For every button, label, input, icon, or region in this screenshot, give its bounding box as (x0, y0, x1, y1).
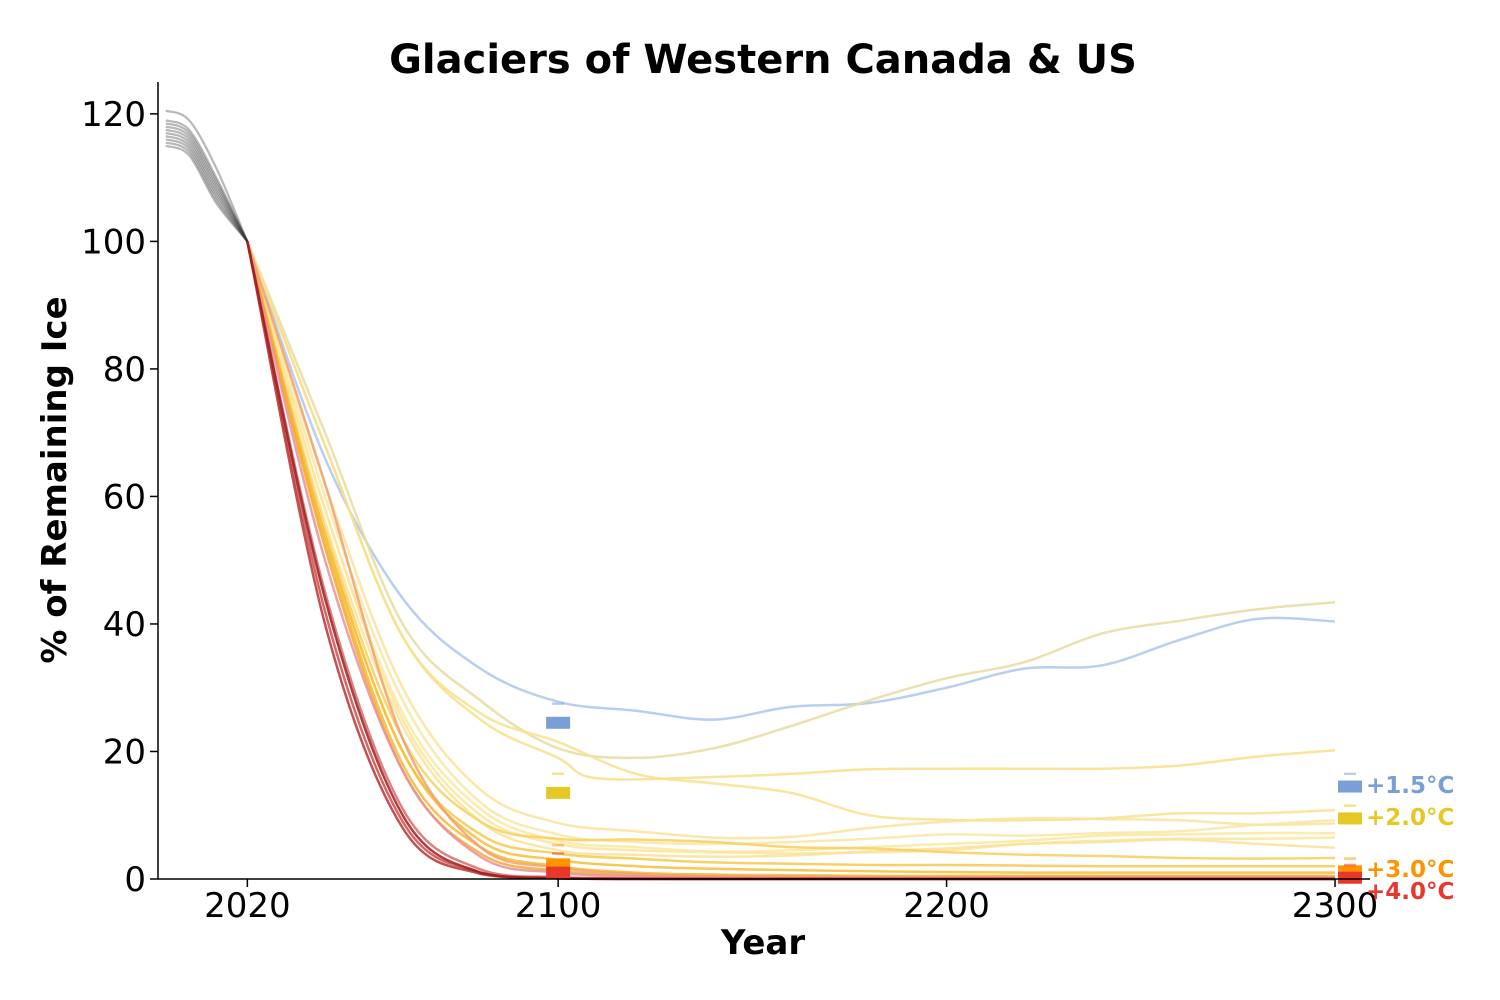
y-tick-label-2: 20 (103, 732, 146, 772)
series-layer (246, 240, 1336, 881)
series-line-14 (246, 241, 1335, 879)
series-line-8 (246, 241, 1336, 855)
legend-layer: +1.5°C +2.0°C +3.0°C+4.0°C (1366, 773, 1454, 905)
series-line-9 (246, 241, 1336, 858)
series-line-16 (246, 241, 1335, 880)
series-line-10 (246, 241, 1336, 860)
x-tick-label-4: 2300 (1292, 886, 1379, 926)
historical-line-3 (165, 122, 249, 242)
tick-layer: 0 20 40 60 80 100 120 2020 2100 2200 2300 (81, 95, 1378, 926)
marker-2100-2 (546, 786, 571, 799)
y-tick-label-5: 80 (103, 350, 146, 390)
series-line-1 (246, 240, 1336, 721)
historical-line-2 (165, 119, 249, 242)
series-line-4 (246, 240, 1336, 822)
marker-2300-2 (1338, 812, 1363, 825)
series-line-3 (246, 240, 1336, 781)
series-line-15 (246, 241, 1335, 879)
y-axis-label: % of Remaining Ice (35, 296, 75, 663)
historical-line-6 (165, 131, 249, 242)
series-line-7 (246, 241, 1336, 853)
historical-line-5 (165, 128, 249, 242)
y-tick-label-1: 0 (124, 860, 146, 900)
series-line-12 (246, 241, 1335, 874)
marker-2100-4 (546, 866, 571, 879)
historical-line-4 (165, 125, 249, 242)
marker-layer (546, 702, 1363, 884)
historical-line-1 (165, 109, 249, 242)
y-tick-label-7: 120 (81, 95, 146, 135)
marker-2100-1 (546, 716, 571, 729)
series-line-5 (246, 241, 1336, 840)
historical-layer (165, 109, 249, 243)
series-line-13 (246, 241, 1335, 878)
y-tick-label-4: 60 (103, 477, 146, 517)
legend-label-4: +4.0°C (1366, 879, 1454, 905)
legend-label-2: +2.0°C (1366, 805, 1454, 831)
historical-line-7 (165, 135, 249, 242)
historical-line-10 (165, 144, 249, 243)
y-tick-label-3: 40 (103, 605, 146, 645)
x-tick-label-3: 2200 (903, 886, 990, 926)
x-axis-label: Year (720, 923, 806, 963)
legend-label-1: +1.5°C (1366, 773, 1454, 799)
marker-2300-1 (1338, 780, 1363, 793)
historical-line-8 (165, 138, 249, 243)
chart-title: Glaciers of Western Canada & US (389, 37, 1137, 83)
marker-2300-4 (1338, 871, 1363, 884)
y-tick-label-6: 100 (81, 222, 146, 262)
series-line-6 (246, 241, 1336, 846)
historical-line-9 (165, 141, 249, 243)
legend-label-3: +3.0°C (1366, 857, 1454, 883)
series-line-2 (246, 240, 1336, 760)
x-tick-label-2: 2100 (515, 886, 602, 926)
x-tick-label-1: 2020 (204, 886, 291, 926)
